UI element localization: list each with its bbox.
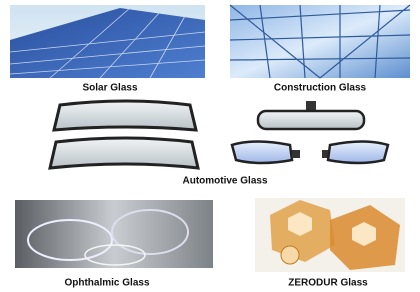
- label: ZERODUR Glass: [288, 278, 368, 289]
- front-windshield: [50, 138, 198, 168]
- rearview-mirror: [258, 111, 364, 129]
- side-mirror: [232, 142, 292, 164]
- label: Ophthalmic Glass: [64, 278, 149, 289]
- side-mirror: [328, 142, 388, 164]
- ophthalmic-image: [15, 200, 213, 268]
- rear-windshield: [54, 101, 196, 130]
- glass-disc: [281, 246, 299, 264]
- mirror-arm: [292, 150, 300, 158]
- label: Solar Glass: [82, 83, 137, 94]
- mirror-mount: [306, 101, 316, 111]
- construction-image: [230, 5, 410, 78]
- page: Solar Glass Construction Glass Automotiv…: [0, 0, 420, 292]
- label: Construction Glass: [274, 83, 367, 94]
- label: Automotive Glass: [182, 176, 267, 187]
- figure: Solar Glass Construction Glass Automotiv…: [0, 0, 420, 292]
